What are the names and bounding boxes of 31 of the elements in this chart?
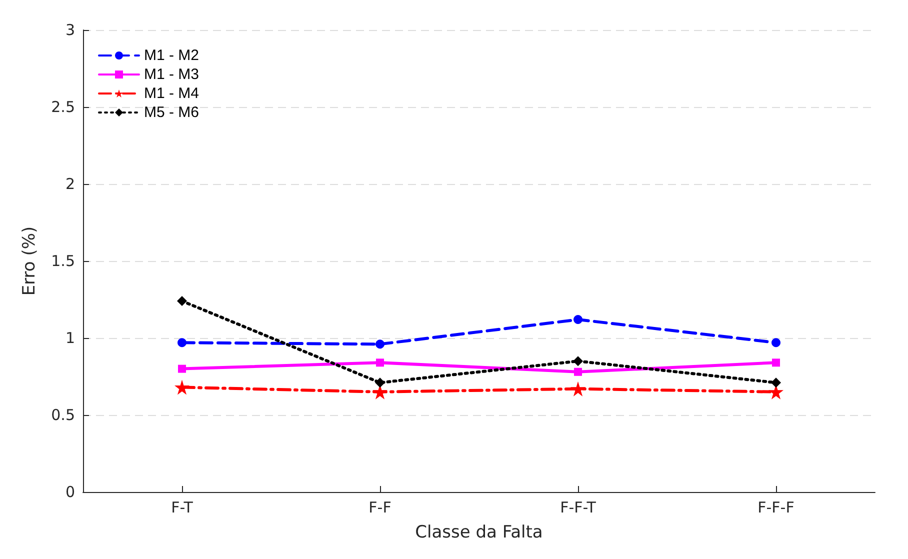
x-tick-label: F-T	[171, 498, 194, 516]
point	[573, 356, 583, 366]
point	[570, 381, 586, 396]
x-tick-label: F-F-F	[758, 498, 794, 516]
y-tick-label: 0.5	[51, 406, 75, 424]
legend-label: M1 - M3	[144, 66, 200, 83]
y-tick-label: 1	[65, 329, 75, 347]
legend-label: M5 - M6	[144, 104, 200, 121]
point	[574, 315, 582, 324]
point	[376, 340, 384, 349]
point	[574, 368, 582, 376]
point	[772, 358, 780, 367]
point	[177, 296, 187, 306]
y-tick-label: 0	[65, 483, 75, 501]
y-tick-label: 3	[65, 21, 75, 39]
x-axis-title: Classe da Falta	[415, 522, 543, 542]
point	[376, 358, 384, 367]
point	[772, 338, 780, 348]
x-tick-label: F-F-T	[560, 498, 597, 516]
y-tick-label: 2.5	[51, 98, 75, 116]
point	[174, 380, 190, 395]
point	[375, 378, 385, 388]
legend-label: M1 - M4	[144, 85, 200, 102]
y-tick-label: 1.5	[51, 252, 75, 270]
legend-label: M1 - M2	[144, 47, 200, 64]
y-tick-label: 2	[65, 175, 75, 193]
point	[771, 378, 781, 388]
point	[178, 338, 186, 348]
y-axis-title: Erro (%)	[20, 226, 40, 296]
point	[178, 364, 186, 373]
x-tick-label: F-F	[368, 498, 392, 516]
